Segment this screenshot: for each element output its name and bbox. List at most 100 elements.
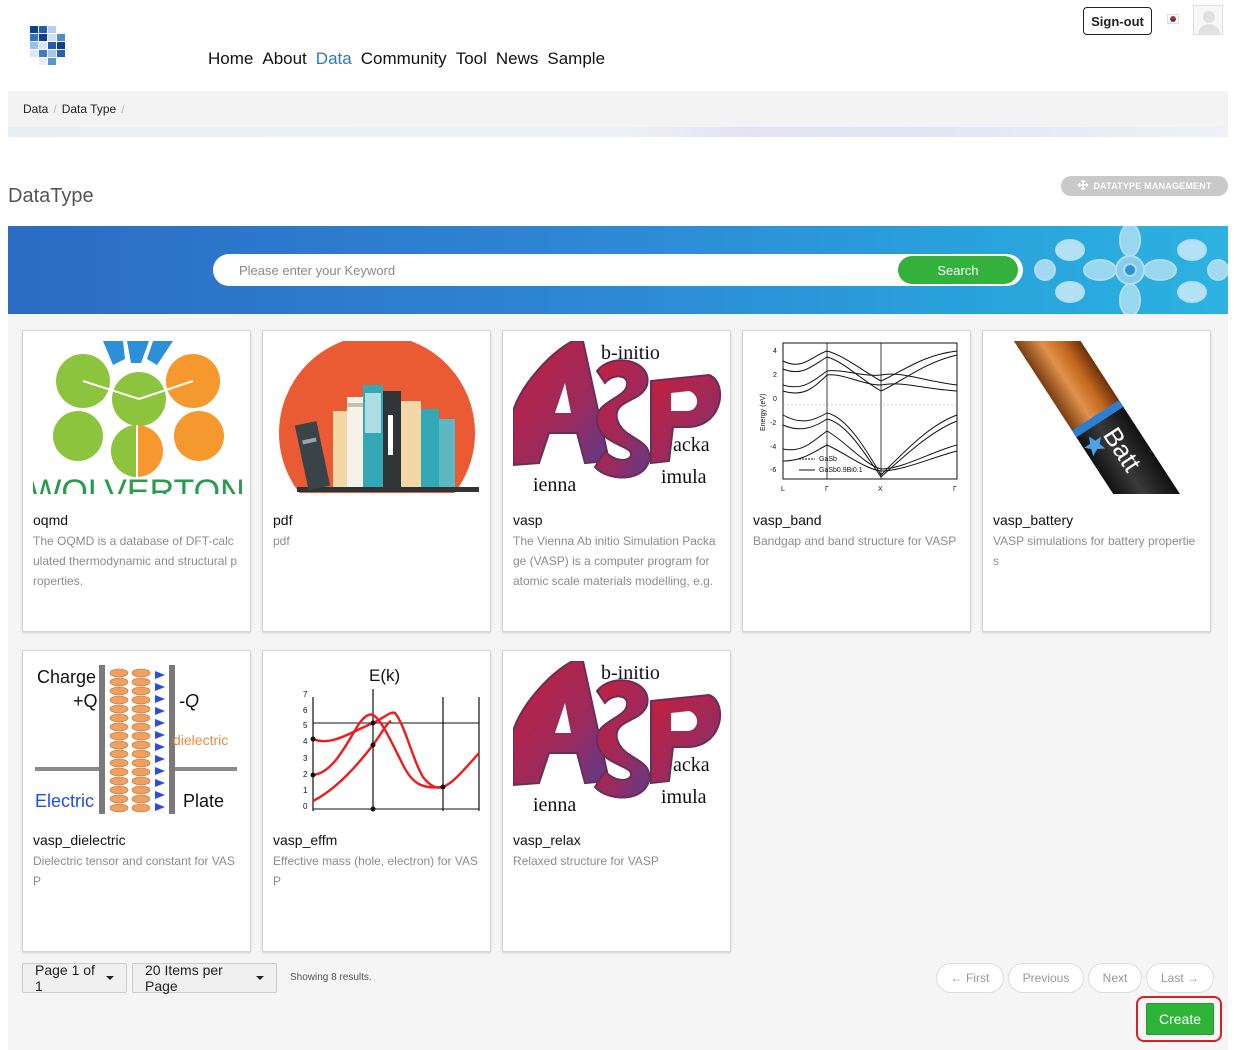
search-banner: Search xyxy=(8,226,1228,314)
vasp-text-2: acka xyxy=(673,754,710,776)
datatype-card-vasp[interactable]: b-initio acka ienna imula vasp The Vienn… xyxy=(502,330,731,632)
capacitor-text-charge: Charge xyxy=(37,667,96,687)
card-name: vasp_band xyxy=(753,512,822,528)
breadcrumb-bar: Data / Data Type / xyxy=(8,91,1228,137)
band-xtick: Γ xyxy=(953,486,957,493)
datatype-card-vasp-relax[interactable]: b-initio acka ienna imula vasp_relax Rel… xyxy=(502,650,731,952)
page-select-label: Page 1 of 1 xyxy=(35,962,95,994)
nav-community[interactable]: Community xyxy=(360,49,447,68)
ek-ytick: 0 xyxy=(303,802,308,811)
caret-down-icon xyxy=(106,976,114,980)
create-button[interactable]: Create xyxy=(1146,1003,1214,1035)
band-structure-image: Energy (eV) 4 2 0 -2 -4 -6 L Γ X Γ GaSb … xyxy=(753,341,962,494)
band-ytick: 0 xyxy=(773,396,777,403)
band-ytick: -2 xyxy=(770,420,776,427)
korea-flag-icon[interactable] xyxy=(1167,14,1179,24)
caret-down-icon xyxy=(256,976,264,980)
site-logo[interactable] xyxy=(22,22,68,68)
nav-data[interactable]: Data xyxy=(315,49,352,68)
card-name: vasp xyxy=(513,512,543,528)
vasp-text-3: ienna xyxy=(533,474,576,494)
search-input[interactable] xyxy=(239,260,879,280)
ek-ytick: 6 xyxy=(303,706,308,715)
band-xtick: X xyxy=(878,486,883,493)
previous-page-button[interactable]: Previous xyxy=(1008,963,1084,993)
nav-sample[interactable]: Sample xyxy=(547,49,606,68)
ek-ytick: 1 xyxy=(303,786,308,795)
capacitor-image: Charge +Q -Q dielectric Electric Plate xyxy=(33,661,242,814)
nav-tool[interactable]: Tool xyxy=(455,49,487,68)
band-ytick: -6 xyxy=(770,467,776,474)
ek-ytick: 3 xyxy=(303,754,308,763)
results-count: Showing 8 results. xyxy=(290,972,372,983)
band-legend-item: GaSb0.9Bi0.1 xyxy=(819,467,863,474)
first-page-button[interactable]: ← First xyxy=(936,963,1004,993)
vasp-text-1: b-initio xyxy=(601,662,660,684)
avatar[interactable] xyxy=(1193,5,1223,35)
card-name: oqmd xyxy=(33,512,69,528)
band-xtick: Γ xyxy=(825,486,829,493)
datatype-card-vasp-dielectric[interactable]: Charge +Q -Q dielectric Electric Plate v… xyxy=(22,650,251,952)
books-image xyxy=(273,341,482,494)
card-description: Effective mass (hole, electron) for VASP xyxy=(273,854,478,888)
vasp-logo-image: b-initio acka ienna imula xyxy=(513,661,722,814)
datatype-card-oqmd[interactable]: WOLVERTON oqmd The OQMD is a database of… xyxy=(22,330,251,632)
capacitor-text-electric: Electric xyxy=(35,791,94,811)
ek-plot-image: E(k) 7 6 5 4 3 2 1 0 xyxy=(273,661,482,814)
card-description: Bandgap and band structure for VASP xyxy=(753,534,957,548)
card-description: VASP simulations for battery properties xyxy=(993,534,1196,568)
create-highlight xyxy=(1136,996,1222,1042)
band-legend-item: GaSb xyxy=(819,456,837,463)
page-title: DataType xyxy=(8,185,94,207)
vasp-text-2: acka xyxy=(673,434,710,456)
oqmd-logo-image: WOLVERTON xyxy=(33,341,242,494)
datatype-management-button[interactable]: DATATYPE MANAGEMENT xyxy=(1061,176,1228,196)
page-select[interactable]: Page 1 of 1 xyxy=(22,962,127,994)
card-name: vasp_dielectric xyxy=(33,832,126,848)
nav-about[interactable]: About xyxy=(262,49,307,68)
ek-ytick: 4 xyxy=(303,737,308,746)
breadcrumb-data[interactable]: Data xyxy=(23,102,49,116)
capacitor-text-minus-q: -Q xyxy=(179,691,199,711)
ek-title: E(k) xyxy=(369,666,400,685)
ek-ytick: 5 xyxy=(303,721,308,730)
card-description: The Vienna Ab initio Simulation Package … xyxy=(513,534,716,588)
vasp-text-4: imula xyxy=(661,466,707,488)
band-xtick: L xyxy=(781,486,785,493)
items-per-page-label: 20 Items per Page xyxy=(145,962,223,994)
ek-ytick: 7 xyxy=(303,690,308,699)
oqmd-logo-text: WOLVERTON xyxy=(33,473,242,494)
card-name: vasp_relax xyxy=(513,832,581,848)
card-description: Relaxed structure for VASP xyxy=(513,854,659,868)
last-page-button[interactable]: Last → xyxy=(1146,963,1214,993)
breadcrumb: Data / Data Type / xyxy=(23,102,125,116)
card-description: Dielectric tensor and constant for VASP xyxy=(33,854,235,888)
band-ytick: -4 xyxy=(770,444,776,451)
card-description: The OQMD is a database of DFT-calculated… xyxy=(33,534,238,588)
datatype-card-vasp-band[interactable]: Energy (eV) 4 2 0 -2 -4 -6 L Γ X Γ GaSb … xyxy=(742,330,971,632)
datatype-card-vasp-battery[interactable]: Batt vasp_battery VASP simulations for b… xyxy=(982,330,1211,632)
items-per-page-select[interactable]: 20 Items per Page xyxy=(132,962,277,994)
datatype-card-vasp-effm[interactable]: E(k) 7 6 5 4 3 2 1 0 xyxy=(262,650,491,952)
search-button[interactable]: Search xyxy=(898,256,1018,284)
nav-news[interactable]: News xyxy=(495,49,539,68)
card-description: pdf xyxy=(273,534,290,548)
datatype-management-label: DATATYPE MANAGEMENT xyxy=(1093,181,1212,191)
card-name: vasp_battery xyxy=(993,512,1074,528)
card-name: vasp_effm xyxy=(273,832,338,848)
ek-ytick: 2 xyxy=(303,770,308,779)
move-icon xyxy=(1077,179,1089,192)
nav-home[interactable]: Home xyxy=(208,49,254,68)
band-ytick: 2 xyxy=(773,372,777,379)
vasp-text-1: b-initio xyxy=(601,342,660,364)
capacitor-text-plus-q: +Q xyxy=(73,691,98,711)
datatype-card-pdf[interactable]: pdf pdf xyxy=(262,330,491,632)
next-page-button[interactable]: Next xyxy=(1088,963,1142,993)
capacitor-text-dielectric: dielectric xyxy=(173,732,228,748)
breadcrumb-data-type[interactable]: Data Type xyxy=(61,102,117,116)
signout-button[interactable]: Sign-out xyxy=(1083,7,1152,35)
snowflake-pattern-icon xyxy=(1034,226,1228,314)
battery-image: Batt xyxy=(993,341,1202,494)
vasp-logo-image: b-initio acka ienna imula xyxy=(513,341,722,494)
band-ylabel: Energy (eV) xyxy=(760,394,767,431)
